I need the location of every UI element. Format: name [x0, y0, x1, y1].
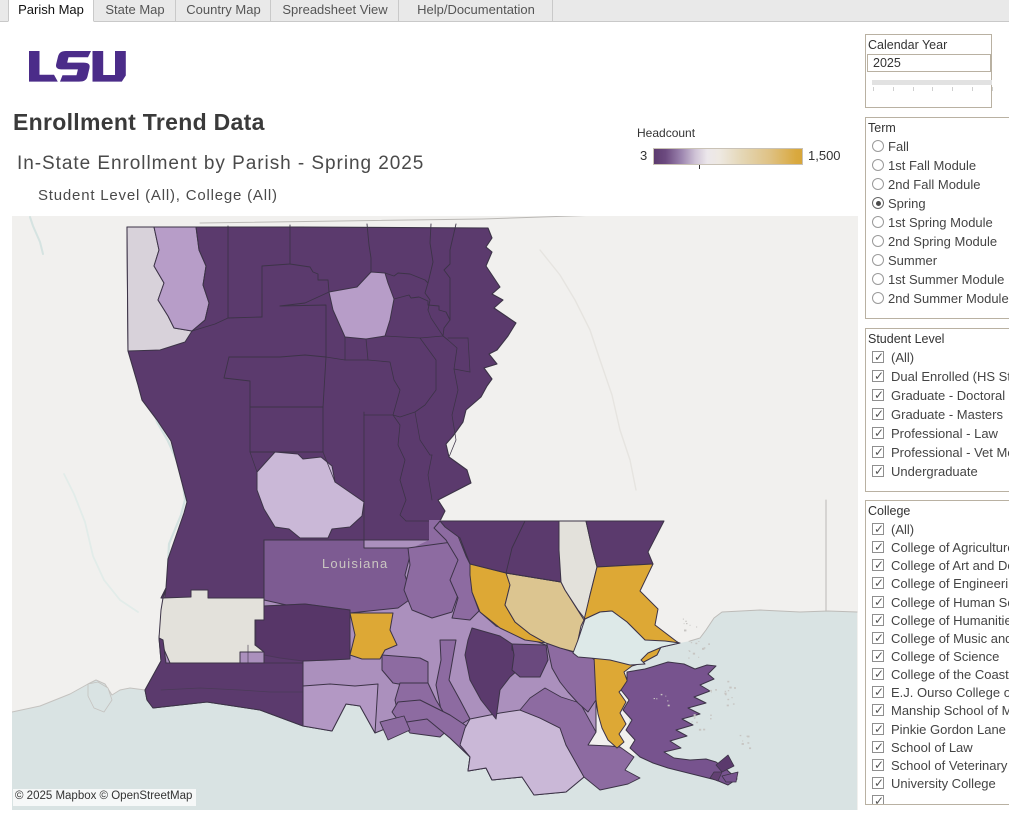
svg-text:Louisiana: Louisiana — [322, 556, 388, 571]
